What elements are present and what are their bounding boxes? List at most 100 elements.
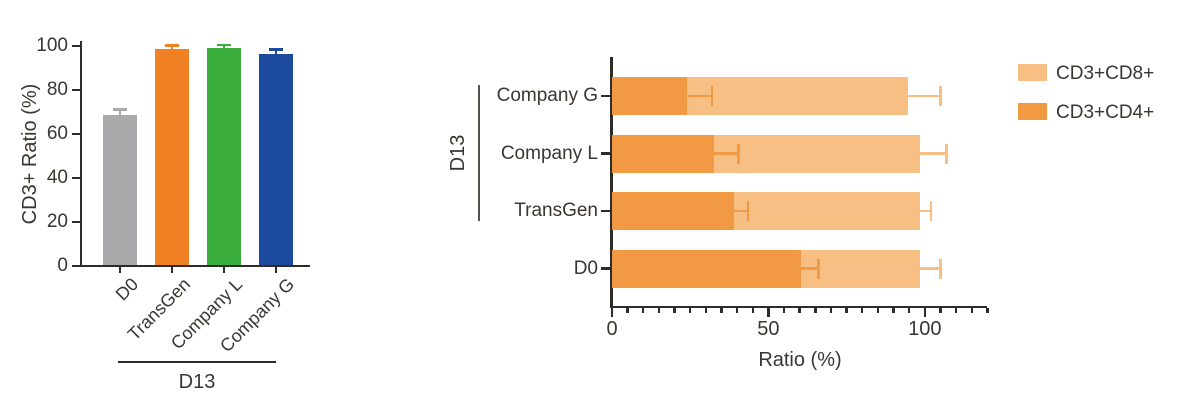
right-y-tick-mark [601,152,612,155]
bar-company-g [259,53,293,265]
error-bar-stem-company-l [222,45,226,51]
bar-segment-cd3cd8-company-l [713,134,921,173]
error-bar-stem-transgen [170,45,174,52]
right-x-major-tick [923,307,926,317]
right-x-axis-line [610,305,988,308]
legend: CD3+CD8+ CD3+CD4+ [1018,63,1196,123]
left-y-tick-label: 80 [46,79,68,100]
right-x-minor-tick [673,307,676,313]
bar-segment-cd3cd8-transgen [733,192,921,230]
right-y-axis-line [610,57,613,308]
right-x-minor-tick [986,307,989,313]
error-bar-stem-cd3cd4-transgen [733,209,749,213]
right-d13-bracket-line [477,85,480,221]
right-y-tick-label-company-g: Company G [496,85,598,106]
error-bar-stem-total-transgen [920,209,932,213]
right-x-minor-tick [798,307,801,313]
right-y-tick-mark [601,267,612,270]
error-bar-cap-total-d0 [939,258,942,279]
error-bar-stem-cd3cd4-company-l [713,152,739,155]
right-x-minor-tick [626,307,629,313]
left-x-axis-line [80,265,310,268]
left-y-tick-mark [72,265,80,268]
right-y-tick-label-transgen: TransGen [514,200,598,221]
right-x-minor-tick [829,307,833,313]
error-bar-stem-company-g [274,49,278,56]
bar-segment-cd3cd8-company-g [687,77,908,115]
right-x-minor-tick [907,307,911,313]
bar-transgen [155,49,189,265]
bar-segment-cd3cd4-company-l [612,134,714,173]
bar-d0 [103,115,137,265]
legend-label-cd3cd8: CD3+CD8+ [1056,63,1155,84]
left-d13-group-label: D13 [178,371,216,393]
bar-segment-cd3cd4-company-g [612,77,688,115]
left-y-tick-mark [72,45,80,48]
left-y-tick-mark [72,133,80,136]
error-bar-cap-cd3cd4-d0 [817,258,820,279]
right-x-minor-tick [751,307,754,313]
error-bar-cap-cd3cd4-company-g [710,86,714,106]
right-x-minor-tick [735,307,739,313]
left-y-tick-mark [72,177,80,180]
legend-label-cd3cd4: CD3+CD4+ [1056,102,1155,123]
left-y-tick-label: 0 [57,255,68,276]
right-x-minor-tick [720,307,723,313]
left-y-tick-label: 60 [46,123,68,144]
right-x-major-tick [767,307,770,317]
error-bar-cap-company-g [269,48,283,51]
right-x-minor-tick [845,307,848,313]
right-x-tick-label: 0 [606,318,618,340]
right-y-tick-mark [601,209,612,213]
bar-segment-cd3cd4-d0 [612,249,802,288]
bar-company-l [207,48,241,265]
left-x-tick-mark [274,267,278,274]
error-bar-stem-total-d0 [920,267,941,270]
error-bar-cap-cd3cd4-company-l [737,143,740,164]
error-bar-cap-total-company-g [939,86,942,106]
right-x-tick-label: 100 [908,318,942,340]
left-x-tick-mark [118,267,122,274]
right-x-axis-title: Ratio (%) [758,349,842,371]
bar-segment-cd3cd8-d0 [801,249,921,288]
right-x-major-tick [610,307,614,317]
left-d13-group-line [118,361,276,364]
left-x-tick-mark [222,267,226,274]
error-bar-stem-total-company-l [920,152,947,155]
error-bar-cap-transgen [165,44,179,47]
left-y-tick-label: 20 [46,211,68,232]
legend-swatch-cd3cd8 [1018,64,1047,81]
error-bar-stem-d0 [118,109,122,118]
right-x-minor-tick [782,307,786,313]
right-d13-group-label: D13 [447,134,469,172]
right-x-minor-tick [939,307,942,313]
left-y-tick-mark [72,221,80,224]
error-bar-stem-total-company-g [907,94,941,98]
right-x-tick-label: 50 [757,318,780,340]
error-bar-cap-total-transgen [929,201,933,221]
right-x-minor-tick [861,307,864,313]
right-x-minor-tick [954,307,958,313]
left-plot-area: 0 20 40 60 80 100 D0 TransGen Company L Company G [0,0,400,405]
right-x-minor-tick [970,307,973,313]
cd4-cd8-stacked-bar-chart: 0 50 100 Company G Company L TransGen D0 D13 R… [400,0,1196,405]
right-x-minor-tick [689,307,692,313]
right-x-minor-tick [657,307,661,313]
error-bar-cap-cd3cd4-transgen [746,201,750,221]
error-bar-stem-cd3cd4-d0 [801,267,819,270]
cd3-ratio-bar-chart: CD3+ Ratio (%) 0 20 40 60 80 100 D0 TransGen Com… [0,0,400,405]
right-x-minor-tick [892,307,895,313]
legend-swatch-cd3cd4 [1018,103,1047,120]
left-y-tick-label: 100 [36,35,68,56]
right-x-minor-tick [876,307,880,313]
right-y-tick-label-d0: D0 [573,257,598,279]
right-x-minor-tick [642,307,645,313]
right-y-tick-mark [601,94,612,98]
right-x-minor-tick [704,307,708,313]
left-y-axis-line [80,41,83,268]
error-bar-cap-d0 [113,108,127,111]
error-bar-cap-company-l [217,44,231,47]
right-x-minor-tick [814,307,817,313]
